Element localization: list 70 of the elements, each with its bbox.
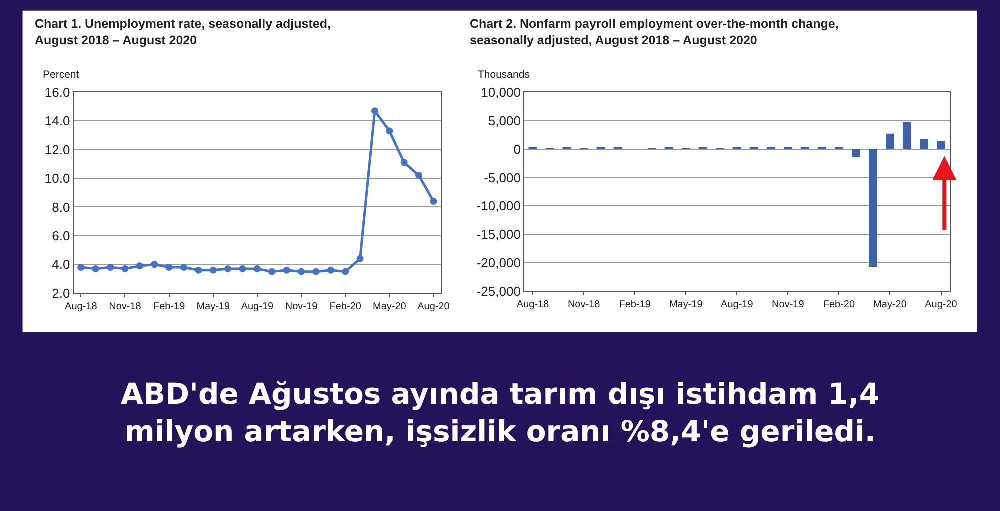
point <box>327 266 334 274</box>
x-tick-label: Nov-19 <box>772 299 805 310</box>
point <box>416 172 423 180</box>
point <box>239 265 246 272</box>
bar <box>852 149 860 158</box>
x-tick-label: Nov-18 <box>568 299 601 310</box>
point <box>195 266 202 274</box>
point <box>400 159 408 166</box>
y-tick-label: -20,000 <box>476 256 521 271</box>
x-tick-label: May-19 <box>196 301 230 312</box>
text: ABD'de Ağustos ayında tarım dışı istihdam 1,4 milyon artarken, işsizlik oranı %8,4'e geriledi. <box>121 377 880 449</box>
bar <box>937 141 946 150</box>
y-tick-label: 10,000 <box>481 84 521 100</box>
x-tick-label: Aug-20 <box>418 301 450 312</box>
chart-title: Chart 1. Unemployment rate, seasonally adjusted, August 2018 – August 2020 <box>35 17 331 48</box>
y-tick-label: 0 <box>514 142 521 157</box>
point <box>224 265 232 272</box>
x-tick-label: Feb-20 <box>823 299 856 310</box>
point <box>312 268 320 276</box>
bar <box>886 134 894 150</box>
y-tick-label: 10.0 <box>44 171 70 186</box>
point <box>254 265 261 272</box>
point <box>283 266 290 274</box>
point <box>122 265 129 272</box>
point <box>430 198 438 205</box>
bar <box>868 149 878 267</box>
point <box>210 266 217 274</box>
bar <box>920 139 928 150</box>
x-tick-label: Feb-19 <box>619 299 652 310</box>
y-tick-label: 2.0 <box>52 286 70 301</box>
x-tick-label: Feb-20 <box>330 301 362 312</box>
y-axis-title: Percent <box>43 69 80 81</box>
point <box>136 262 144 270</box>
y-tick-label: 5,000 <box>488 113 521 128</box>
x-tick-label: Aug-19 <box>241 301 274 312</box>
point <box>166 264 173 272</box>
y-tick-label: -5,000 <box>484 170 521 186</box>
point <box>78 264 85 272</box>
point <box>386 128 394 135</box>
point <box>356 255 364 262</box>
y-tick-label: -15,000 <box>476 227 521 242</box>
y-tick-label: 12.0 <box>44 142 70 158</box>
point <box>151 261 158 268</box>
x-tick-label: Aug-20 <box>925 299 958 310</box>
chart-title: Chart 2. Nonfarm payroll employment over-the-month change, seasonally adjusted, August 2018 – August 2020 <box>470 17 839 48</box>
point <box>180 264 188 272</box>
point <box>92 265 100 272</box>
point <box>342 268 350 276</box>
point <box>298 268 306 276</box>
y-tick-label: 14.0 <box>44 114 70 129</box>
point <box>371 108 378 115</box>
x-tick-label: Nov-18 <box>109 301 142 312</box>
y-tick-label: -25,000 <box>476 284 521 299</box>
bar <box>902 122 912 150</box>
x-tick-label: Aug-19 <box>721 299 754 310</box>
point <box>107 264 114 272</box>
y-tick-label: 6.0 <box>52 228 70 244</box>
x-tick-label: May-20 <box>874 299 908 310</box>
point <box>268 268 276 276</box>
y-axis-title: Thousands <box>478 69 530 81</box>
y-tick-label: 16.0 <box>44 84 70 100</box>
x-tick-label: Aug-18 <box>65 301 98 312</box>
x-tick-label: Nov-19 <box>285 301 318 312</box>
x-tick-label: Feb-19 <box>153 301 186 312</box>
y-tick-label: -10,000 <box>476 198 521 214</box>
x-tick-label: May-20 <box>372 301 407 312</box>
x-tick-label: Aug-18 <box>516 299 550 310</box>
y-tick-label: 8.0 <box>52 200 70 215</box>
y-tick-label: 4.0 <box>52 257 70 272</box>
x-tick-label: May-19 <box>669 299 704 310</box>
